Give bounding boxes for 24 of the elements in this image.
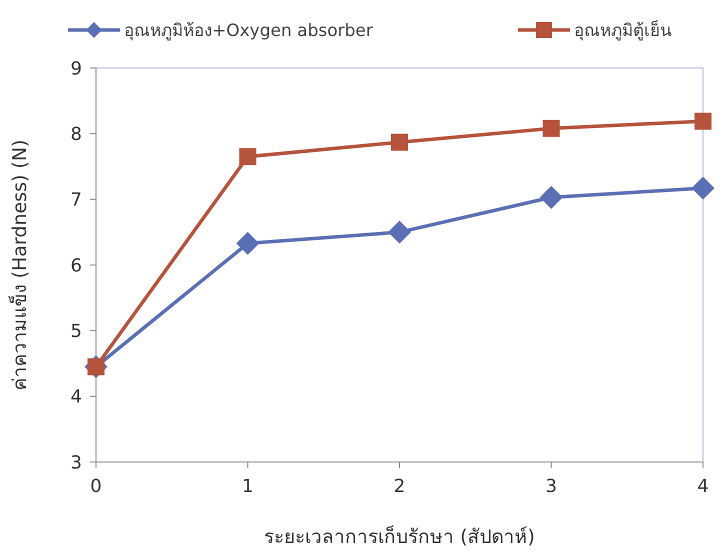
point	[391, 134, 408, 151]
point	[542, 120, 560, 137]
point	[694, 112, 712, 130]
point	[388, 220, 411, 244]
point	[692, 176, 714, 200]
x-tick-label: 4	[697, 476, 709, 497]
x-tick-label: 1	[242, 476, 254, 497]
legend-label: อุณหภูมิตู้เย็น	[574, 18, 672, 41]
x-tick-label: 2	[394, 476, 406, 497]
y-tick-label: 5	[70, 320, 82, 342]
x-tick-label: 3	[546, 476, 557, 497]
point	[540, 186, 563, 209]
x-axis-title: ระยะเวลาการเก็บรักษา (สัปดาห์)	[264, 524, 535, 548]
y-tick-label: 9	[70, 58, 82, 80]
point	[236, 232, 260, 255]
y-tick-label: 8	[70, 124, 82, 145]
x-tick-label: 0	[90, 476, 102, 497]
y-tick-label: 6	[70, 255, 82, 276]
y-axis-title: ค่าความแข็ง (Hardness) (N)	[7, 140, 31, 390]
y-tick-label: 7	[70, 190, 82, 211]
point	[239, 148, 256, 166]
y-tick-label: 3	[70, 452, 82, 474]
y-tick-label: 4	[70, 386, 82, 408]
legend-label: อุณหภูมิห้อง+Oxygen absorber	[124, 20, 373, 41]
